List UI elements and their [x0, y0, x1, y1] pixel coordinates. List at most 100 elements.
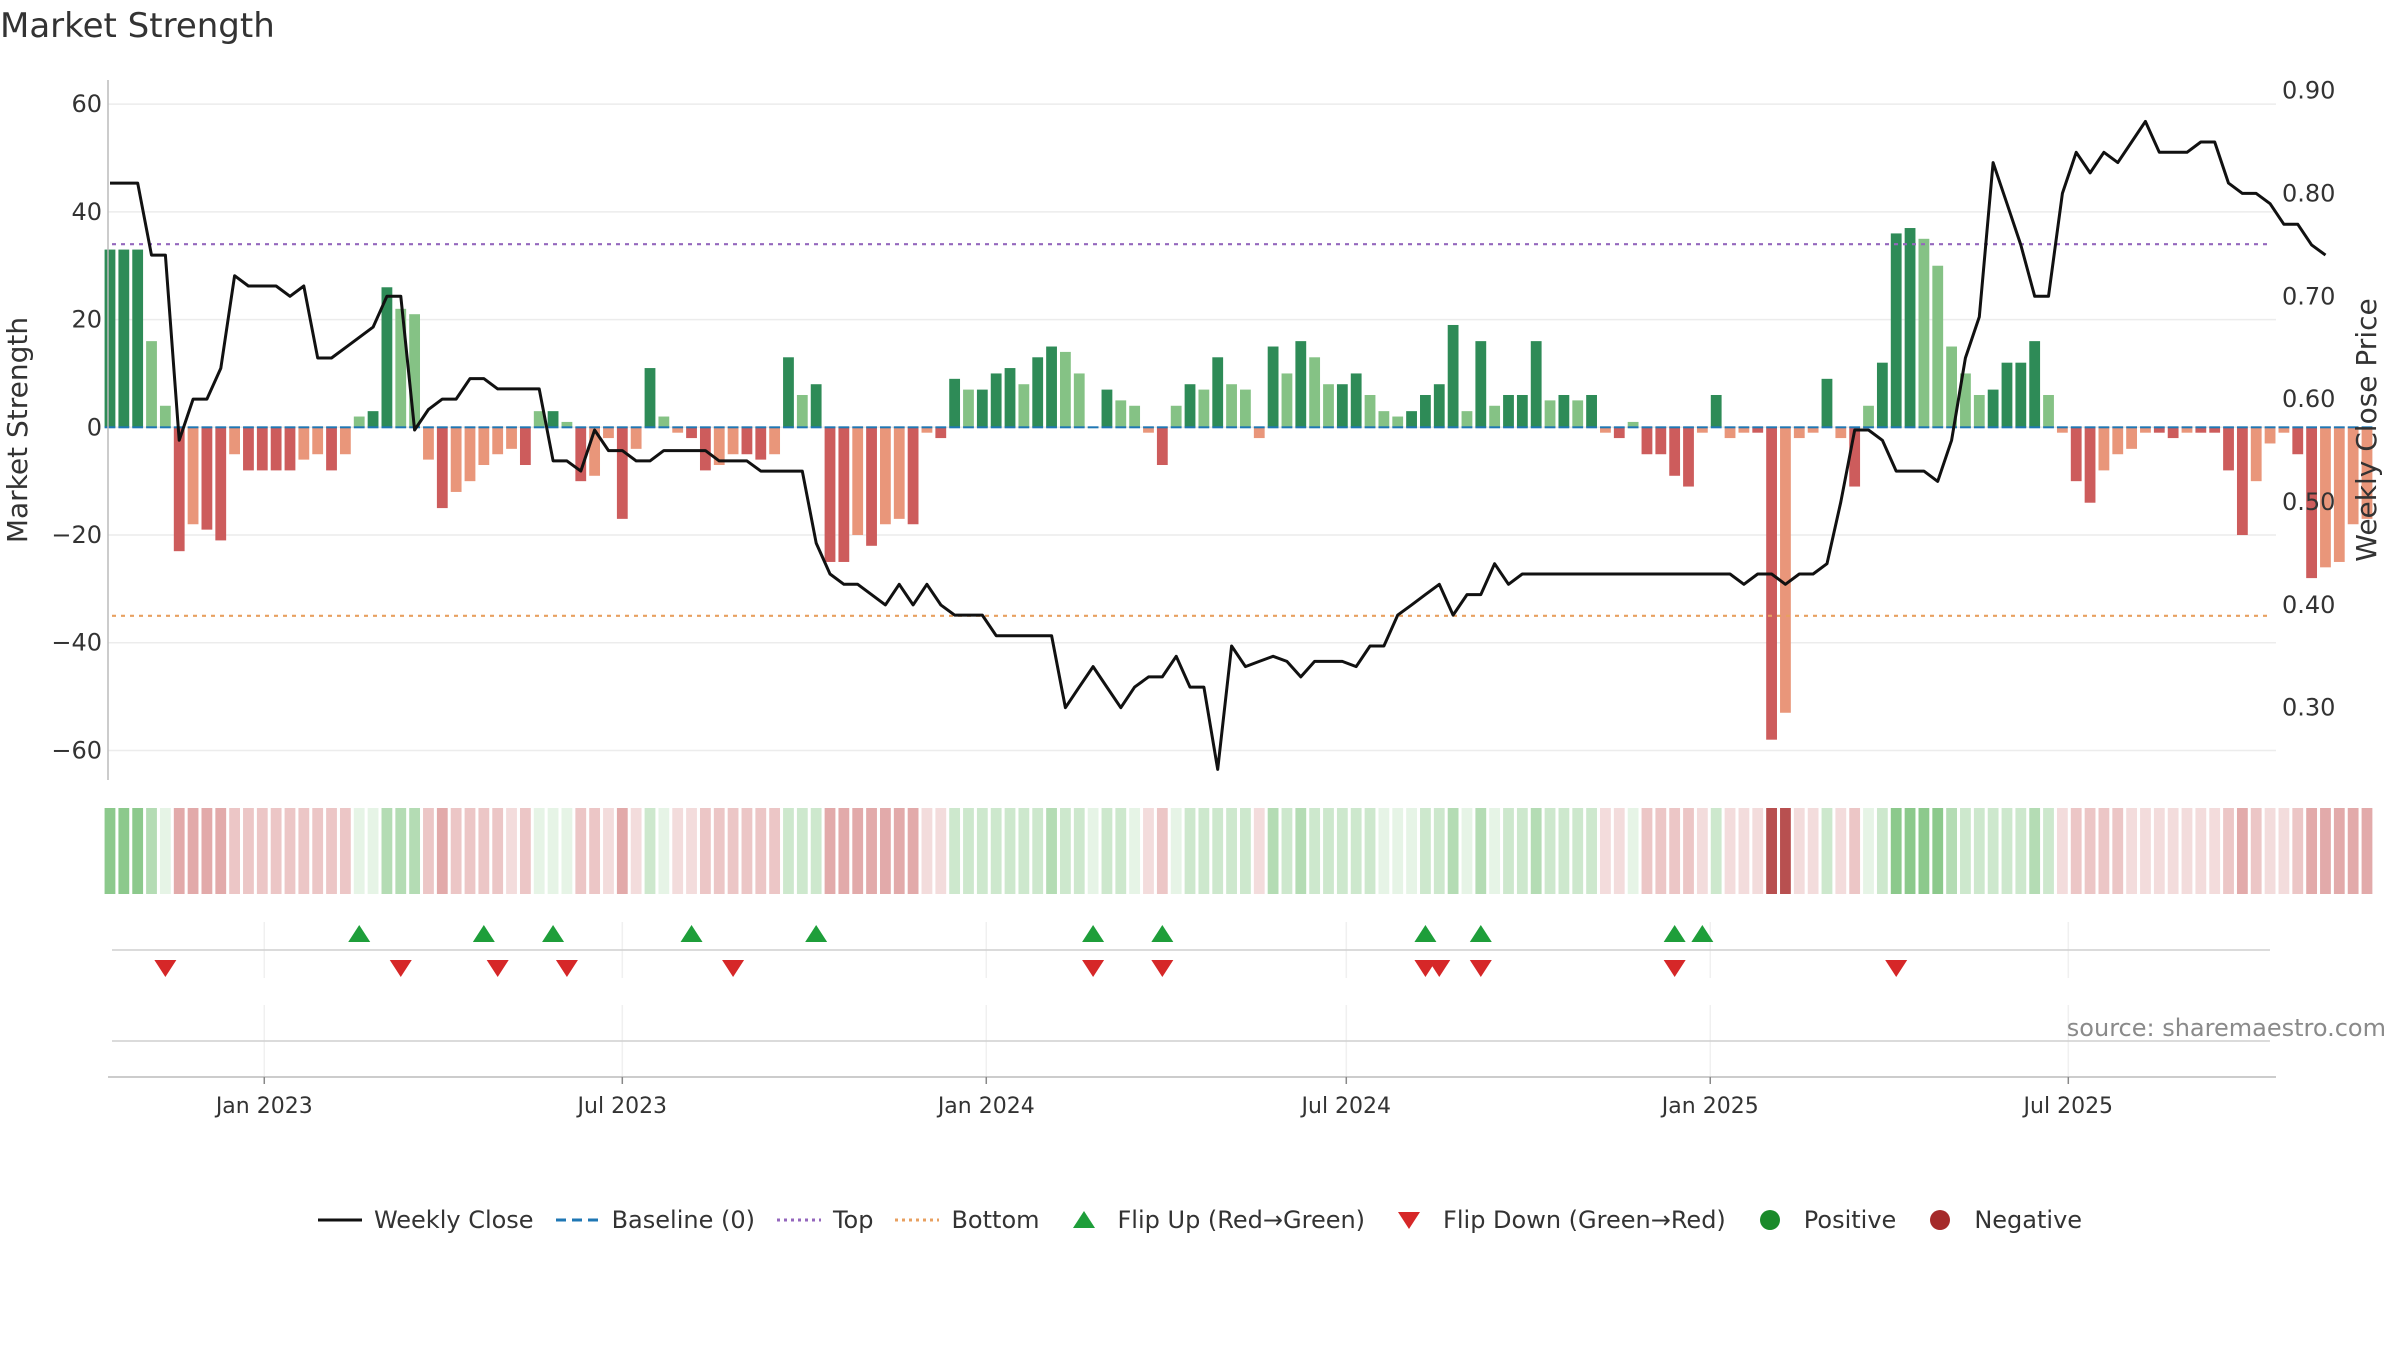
- strength-bar: [1669, 427, 1681, 476]
- strength-bar: [2029, 341, 2041, 428]
- y-left-tick-label: −60: [51, 736, 102, 764]
- band-cell: [1295, 808, 1307, 894]
- band-cell: [1946, 808, 1957, 894]
- strength-bar: [713, 427, 725, 466]
- strength-bar: [409, 314, 421, 428]
- strength-bar: [1267, 346, 1279, 428]
- band-cell: [270, 808, 282, 894]
- strength-bar: [1696, 427, 1708, 433]
- strength-bar: [173, 427, 185, 552]
- band-cell: [1267, 808, 1279, 894]
- band-cell: [907, 808, 919, 894]
- strength-bar: [699, 427, 711, 471]
- legend-swatch: [1398, 1212, 1421, 1229]
- band-cell: [699, 808, 711, 894]
- band-cell: [575, 808, 587, 894]
- strength-bar: [603, 427, 614, 439]
- band-cell: [603, 808, 614, 894]
- strength-bar: [2043, 394, 2054, 428]
- strength-bar: [658, 416, 670, 428]
- flip-up-marker: [1151, 925, 1174, 942]
- band-cell: [1420, 808, 1431, 894]
- band-cell: [1226, 808, 1237, 894]
- flip-up-marker: [348, 925, 371, 942]
- band-cell: [1433, 808, 1445, 894]
- band-cell: [949, 808, 961, 894]
- band-cell: [1863, 808, 1874, 894]
- x-tick-label: Jan 2024: [936, 1094, 1035, 1119]
- band-cell: [2167, 808, 2179, 894]
- band-cell: [2015, 808, 2027, 894]
- legend-swatch: [1072, 1211, 1095, 1228]
- strength-bar: [1392, 416, 1404, 428]
- strength-bar: [1018, 384, 1030, 428]
- band-cell: [118, 808, 130, 894]
- band-cell: [1115, 808, 1127, 894]
- band-cell: [1018, 808, 1030, 894]
- strength-bar: [644, 368, 656, 428]
- band-cell: [1669, 808, 1681, 894]
- strength-bar: [506, 427, 517, 449]
- legend-item: Flip Up (Red→Green): [1062, 1206, 1365, 1234]
- band-cell: [935, 808, 947, 894]
- band-cell: [436, 808, 448, 894]
- strength-bar: [1655, 427, 1667, 455]
- strength-bar: [1212, 357, 1224, 428]
- band-cell: [852, 808, 864, 894]
- band-cell: [2098, 808, 2110, 894]
- band-cell: [1378, 808, 1390, 894]
- band-cell: [284, 808, 296, 894]
- band-cell: [658, 808, 670, 894]
- flip-up-marker: [805, 925, 828, 942]
- strength-bar: [2292, 427, 2304, 455]
- strength-bar: [879, 427, 891, 525]
- reference-lines: [104, 243, 2373, 617]
- strength-bar: [1004, 368, 1016, 428]
- legend-label: Negative: [1974, 1206, 2083, 1234]
- strength-bar: [1309, 357, 1321, 428]
- strength-bar: [2278, 427, 2290, 433]
- band-cell: [492, 808, 504, 894]
- band-cell: [1253, 808, 1265, 894]
- band-cell: [1336, 808, 1348, 894]
- strength-bar: [1364, 394, 1376, 428]
- strength-bar: [423, 427, 434, 460]
- strength-bar: [866, 427, 877, 546]
- band-cell: [769, 808, 781, 894]
- strength-bar: [492, 427, 504, 455]
- band-cell: [1198, 808, 1210, 894]
- y-left-tick-label: 20: [71, 306, 102, 334]
- flip-down-marker: [1469, 960, 1492, 977]
- band-cell: [1101, 808, 1113, 894]
- strength-bar: [1295, 341, 1307, 428]
- strength-bar: [104, 249, 116, 428]
- strength-bar: [755, 427, 767, 460]
- band-cell: [173, 808, 185, 894]
- band-cell: [2070, 808, 2082, 894]
- flip-up-marker: [1469, 925, 1492, 942]
- band-cell: [2361, 808, 2373, 894]
- band-cell: [2278, 808, 2290, 894]
- band-cell: [1143, 808, 1154, 894]
- band-cell: [2140, 808, 2151, 894]
- band-cell: [1046, 808, 1057, 894]
- legend-swatch: [1759, 1210, 1780, 1230]
- strength-bar: [893, 427, 905, 519]
- y-right-tick-label: 0.80: [2282, 179, 2335, 207]
- strength-bar: [589, 427, 601, 476]
- legend-item: Negative: [1918, 1206, 2082, 1234]
- band-cell: [2223, 808, 2234, 894]
- band-cell: [1087, 808, 1099, 894]
- band-cell: [866, 808, 877, 894]
- band-cell: [395, 808, 407, 894]
- strength-bar: [395, 308, 407, 428]
- strength-bar: [1336, 384, 1348, 428]
- band-cell: [256, 808, 268, 894]
- strength-bar: [1946, 346, 1957, 428]
- band-cell: [1447, 808, 1459, 894]
- strength-bar: [1918, 238, 1930, 428]
- strength-bar: [907, 427, 919, 525]
- strength-bar: [1323, 384, 1334, 428]
- band-cell: [644, 808, 656, 894]
- strength-bar: [1420, 394, 1431, 428]
